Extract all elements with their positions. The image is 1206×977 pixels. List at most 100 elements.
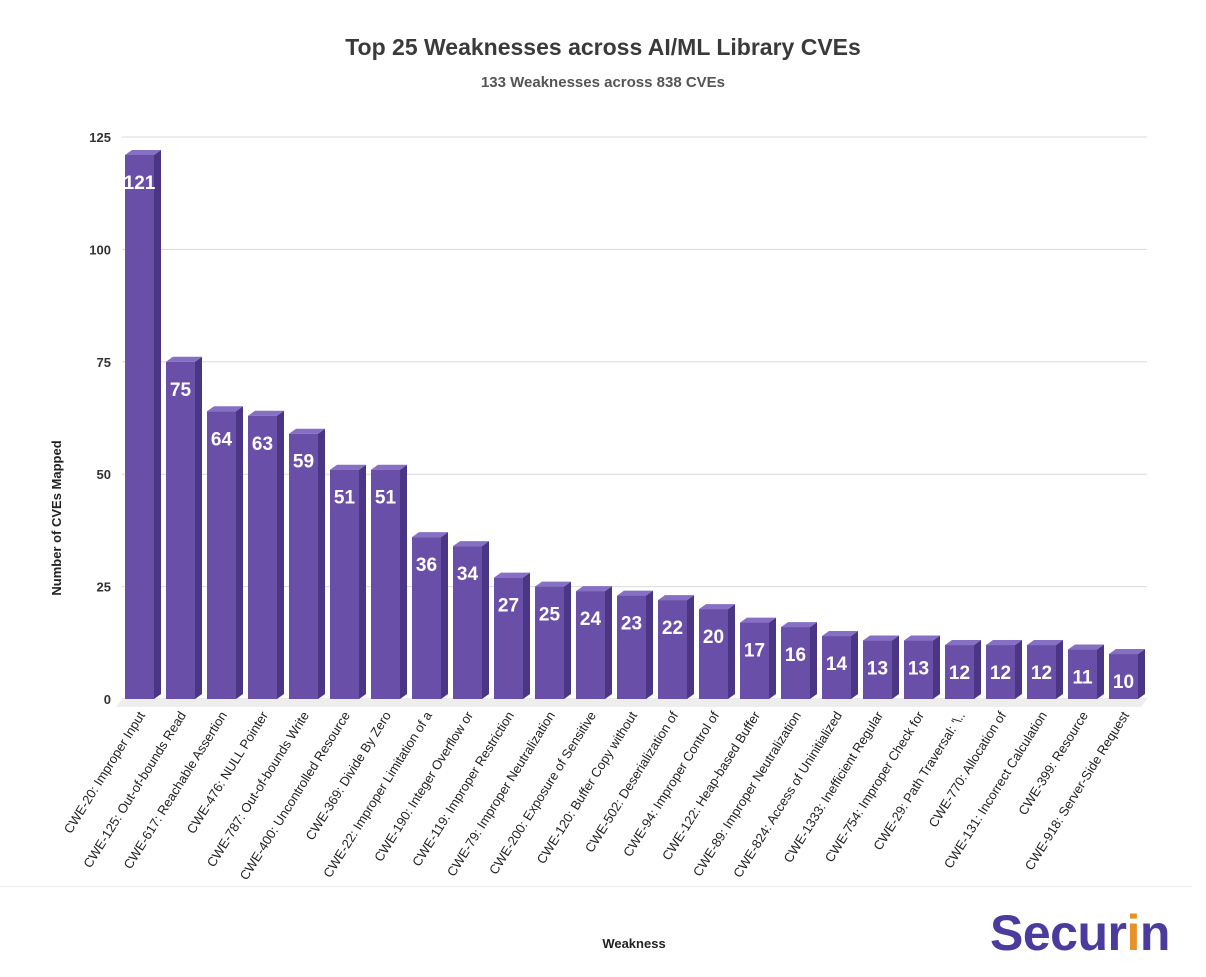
- bar: [781, 627, 810, 699]
- bar: [330, 469, 359, 699]
- bar-top: [1109, 649, 1145, 655]
- bar: [576, 591, 605, 699]
- bar-top: [699, 604, 735, 610]
- bar: [658, 600, 687, 699]
- bar: [207, 411, 236, 699]
- bar-top: [904, 635, 940, 641]
- bar-side: [277, 410, 284, 699]
- bar-side: [441, 532, 448, 699]
- bar-top: [576, 586, 612, 592]
- bar-side: [318, 428, 325, 699]
- bar: [904, 640, 933, 699]
- bar: [125, 154, 154, 699]
- bar-top: [330, 464, 366, 470]
- bar-value-label: 12: [990, 663, 1011, 684]
- bar: [863, 640, 892, 699]
- bar-value-label: 20: [703, 627, 724, 648]
- bar-value-label: 13: [908, 659, 929, 680]
- bar-side: [482, 541, 489, 699]
- bar-top: [494, 572, 530, 578]
- chart-floor: [116, 699, 1147, 707]
- bar-side: [154, 149, 161, 699]
- bar-value-label: 27: [498, 596, 519, 617]
- bar-value-label: 25: [539, 605, 561, 626]
- bar-side: [851, 631, 858, 699]
- bar-side: [564, 581, 571, 699]
- bar-top: [740, 617, 776, 623]
- chart-title: Top 25 Weaknesses across AI/ML Library C…: [345, 34, 861, 60]
- bar: [1068, 649, 1097, 699]
- bar-top: [535, 581, 571, 587]
- securin-logo: Securin: [990, 905, 1170, 961]
- y-tick-label: 125: [89, 130, 111, 145]
- bar: [617, 595, 646, 699]
- bar-side: [1097, 644, 1104, 699]
- footer-divider: [0, 886, 1192, 887]
- bar-value-label: 63: [252, 434, 273, 455]
- bar-side: [646, 590, 653, 699]
- bar: [945, 645, 974, 699]
- bar: [535, 586, 564, 699]
- bar-side: [1015, 640, 1022, 699]
- bar: [1109, 654, 1138, 699]
- chart-subtitle: 133 Weaknesses across 838 CVEs: [480, 74, 726, 91]
- y-axis-label: Number of CVEs Mapped: [49, 440, 64, 595]
- bar-side: [236, 406, 243, 699]
- bar: [289, 433, 318, 699]
- bar-side: [195, 356, 202, 699]
- bar: [412, 537, 441, 699]
- bar-side: [523, 572, 530, 699]
- bar: [371, 469, 400, 699]
- bar-top: [248, 410, 284, 416]
- bar-top: [781, 622, 817, 628]
- bar-top: [125, 149, 161, 155]
- bar-value-label: 24: [580, 609, 602, 630]
- bar-top: [289, 428, 325, 434]
- bar: [986, 645, 1015, 699]
- bar-top: [863, 635, 899, 641]
- y-tick-label: 75: [97, 355, 111, 370]
- bar-value-label: 51: [375, 488, 397, 509]
- bar-side: [933, 635, 940, 699]
- x-tick-label: CWE-476: NULL Pointer: [184, 708, 272, 836]
- bar-side: [728, 604, 735, 699]
- bar-top: [453, 541, 489, 547]
- bar-side: [974, 640, 981, 699]
- bar-value-label: 14: [826, 654, 848, 675]
- bar-value-label: 16: [785, 645, 806, 666]
- bar-top: [658, 595, 694, 601]
- bar-value-label: 12: [1031, 663, 1052, 684]
- bar-top: [166, 356, 202, 362]
- bar-top: [945, 640, 981, 646]
- bar-value-label: 75: [170, 380, 192, 401]
- bar-value-label: 10: [1113, 672, 1134, 693]
- bar-top: [1027, 640, 1063, 646]
- bar-side: [1138, 649, 1145, 699]
- bar: [248, 415, 277, 699]
- bar-value-label: 121: [124, 173, 156, 194]
- y-tick-label: 0: [104, 692, 111, 707]
- bar-top: [371, 464, 407, 470]
- bar-side: [769, 617, 776, 699]
- bar-value-label: 12: [949, 663, 970, 684]
- bar-side: [892, 635, 899, 699]
- bar-value-label: 34: [457, 564, 479, 585]
- y-tick-label: 25: [97, 580, 111, 595]
- y-tick-label: 50: [97, 467, 111, 482]
- bar-value-label: 13: [867, 659, 888, 680]
- bar: [699, 609, 728, 699]
- bar-top: [207, 406, 243, 412]
- bar: [494, 577, 523, 699]
- bar-top: [412, 532, 448, 538]
- x-tick-label: CWE-20: Improper Input: [61, 708, 149, 836]
- bar-value-label: 36: [416, 555, 437, 576]
- bar: [822, 636, 851, 699]
- x-tick-label: CWE-770: Allocation of: [925, 708, 1009, 830]
- bar: [740, 622, 769, 699]
- bar-side: [687, 595, 694, 699]
- y-tick-label: 100: [89, 242, 111, 257]
- bar-top: [822, 631, 858, 637]
- bar: [1027, 645, 1056, 699]
- bar-value-label: 51: [334, 488, 356, 509]
